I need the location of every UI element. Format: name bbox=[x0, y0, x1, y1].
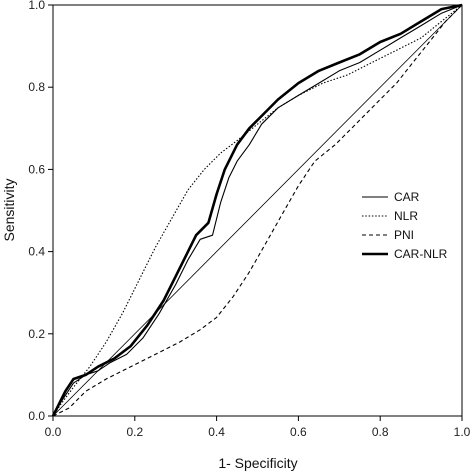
y-axis-title: Sensitivity bbox=[1, 178, 17, 241]
legend-label-car-nlr: CAR-NLR bbox=[394, 247, 448, 261]
y-tick-label: 0.8 bbox=[28, 80, 45, 94]
x-tick-label: 0.8 bbox=[372, 425, 389, 439]
y-tick-label: 0.0 bbox=[28, 409, 45, 423]
series-lines bbox=[51, 3, 463, 417]
series-line-car bbox=[52, 4, 463, 417]
legend-label-pni: PNI bbox=[394, 228, 414, 242]
y-tick-label: 0.6 bbox=[28, 162, 45, 176]
series-line-pni bbox=[52, 4, 463, 417]
x-tick-label: 0.0 bbox=[45, 425, 62, 439]
x-axis-title: 1- Specificity bbox=[218, 455, 297, 471]
series-line-car-nlr bbox=[51, 3, 463, 417]
x-tick-label: 0.2 bbox=[126, 425, 143, 439]
y-tick-label: 0.2 bbox=[28, 327, 45, 341]
y-tick-label: 1.0 bbox=[28, 0, 45, 12]
axes: 0.0 0.2 0.4 0.6 0.8 1.0 0.0 0.2 0.4 0.6 0.8 1.0 bbox=[28, 0, 470, 439]
reference-diagonal bbox=[52, 4, 463, 417]
plot-area bbox=[52, 4, 463, 417]
legend-label-car: CAR bbox=[394, 190, 420, 204]
y-tick-label: 0.4 bbox=[28, 245, 45, 259]
legend-label-nlr: NLR bbox=[394, 209, 418, 223]
x-tick-label: 0.4 bbox=[208, 425, 225, 439]
x-tick-label: 0.6 bbox=[290, 425, 307, 439]
legend: CAR NLR PNI CAR-NLR bbox=[362, 190, 448, 261]
x-tick-label: 1.0 bbox=[454, 425, 471, 439]
